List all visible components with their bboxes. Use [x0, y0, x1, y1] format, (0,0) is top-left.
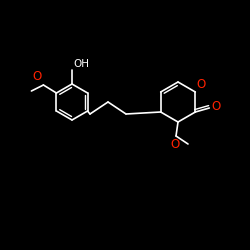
Text: O: O [170, 138, 179, 151]
Text: O: O [196, 78, 205, 91]
Text: O: O [32, 70, 42, 83]
Text: O: O [211, 100, 220, 114]
Text: OH: OH [73, 59, 89, 69]
